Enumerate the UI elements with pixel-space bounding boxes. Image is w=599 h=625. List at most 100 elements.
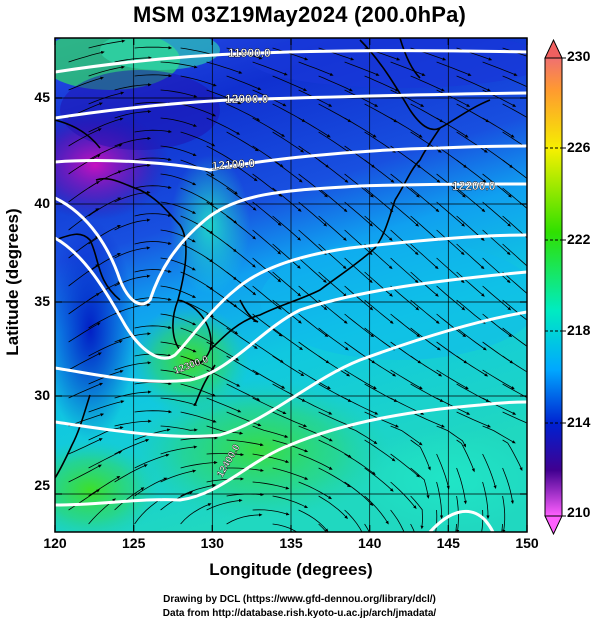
streamline	[410, 187, 440, 213]
streamline	[226, 75, 262, 91]
streamline	[206, 341, 240, 361]
streamline	[410, 439, 431, 471]
streamline	[226, 187, 257, 211]
streamline	[180, 271, 214, 290]
streamline	[410, 355, 443, 377]
colorbar	[544, 38, 566, 536]
streamline	[68, 352, 102, 371]
streamline	[272, 159, 303, 183]
streamline	[502, 439, 523, 472]
map-title: MSM 03Z19May2024 (200.0hPa)	[132, 2, 467, 27]
streamline	[298, 201, 328, 227]
streamline	[298, 285, 328, 311]
y-tick-label: 40	[34, 195, 50, 211]
colorbar-tick-label: 222	[567, 231, 591, 247]
streamline	[482, 61, 518, 76]
streamline	[252, 201, 282, 226]
streamline	[482, 313, 513, 338]
streamline	[502, 299, 527, 321]
y-tick-label: 35	[34, 293, 50, 309]
streamline	[134, 46, 173, 50]
streamline	[364, 495, 389, 525]
streamline	[298, 369, 331, 390]
streamline	[298, 509, 329, 532]
streamline	[482, 397, 517, 415]
streamline	[272, 131, 305, 153]
colorbar-min-triangle	[544, 515, 563, 536]
streamline	[180, 461, 218, 469]
streamline	[410, 75, 445, 92]
contour-label-12000: 12000.0	[225, 92, 269, 106]
streamline	[482, 453, 497, 490]
streamline	[390, 313, 421, 338]
streamline	[226, 513, 263, 525]
streamline	[114, 136, 152, 147]
streamline	[160, 285, 197, 298]
streamline	[134, 101, 172, 106]
streamline	[390, 425, 423, 446]
streamline	[436, 229, 465, 256]
streamline	[390, 117, 423, 138]
streamline	[272, 523, 298, 532]
streamline	[390, 509, 405, 532]
streamline	[436, 313, 467, 338]
streamline	[114, 487, 145, 511]
streamline	[68, 292, 100, 315]
streamline	[481, 509, 484, 532]
streamline	[68, 51, 105, 63]
x-tick-label: 135	[279, 535, 303, 551]
streamline	[180, 436, 219, 441]
streamline	[180, 103, 217, 117]
streamline	[88, 65, 125, 77]
streamline	[410, 411, 445, 428]
streamline	[318, 131, 350, 153]
streamline	[318, 439, 352, 458]
streamline	[344, 425, 378, 445]
streamline	[68, 438, 103, 455]
streamline	[134, 498, 162, 525]
streamline	[390, 201, 419, 227]
streamline	[502, 383, 527, 399]
streamline	[298, 117, 331, 138]
colorbar-tick-label: 214	[567, 414, 591, 430]
streamline	[298, 61, 334, 76]
streamline	[252, 369, 286, 389]
colorbar-tick-label: 218	[567, 322, 591, 338]
streamline	[114, 56, 152, 63]
streamline	[482, 425, 516, 444]
streamline	[344, 117, 377, 138]
x-tick-label: 140	[358, 535, 382, 551]
streamline	[272, 355, 305, 377]
streamline	[436, 285, 466, 311]
wind-streamlines	[68, 39, 527, 532]
streamline	[318, 523, 327, 532]
credit-data-source: Data from http://database.rish.kyoto-u.a…	[162, 608, 437, 619]
streamline	[482, 285, 512, 311]
streamline	[160, 117, 198, 127]
streamline	[482, 481, 490, 520]
streamline	[410, 215, 439, 241]
streamline	[114, 390, 152, 399]
streamline	[88, 39, 126, 49]
streamline	[226, 439, 264, 447]
coastlines	[55, 38, 491, 479]
streamline	[160, 173, 197, 186]
streamline	[410, 299, 440, 324]
streamline	[436, 425, 467, 448]
streamline	[298, 397, 333, 415]
streamline	[134, 325, 172, 330]
streamline	[364, 243, 393, 270]
streamline	[502, 75, 527, 88]
streamline	[456, 187, 486, 213]
streamline	[160, 397, 198, 406]
streamline	[226, 159, 258, 182]
streamline	[318, 187, 348, 213]
streamline	[482, 369, 515, 390]
streamline	[502, 411, 527, 424]
x-tick-label: 145	[436, 535, 460, 551]
streamline	[134, 129, 172, 134]
height-contours	[55, 49, 527, 532]
streamline	[502, 131, 527, 149]
streamline	[252, 425, 289, 438]
streamline	[364, 75, 399, 92]
